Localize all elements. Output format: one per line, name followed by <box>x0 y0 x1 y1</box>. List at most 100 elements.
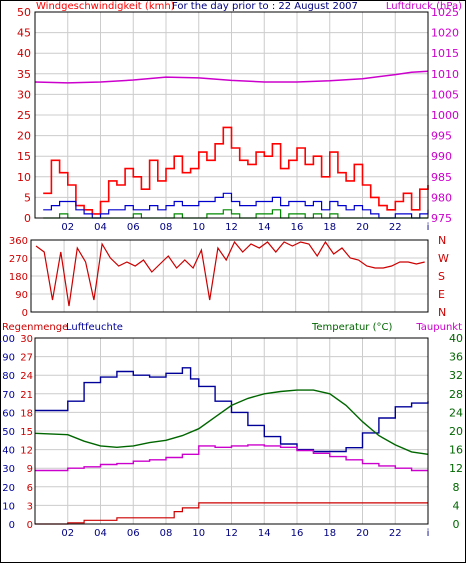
humidity-axis-label: Luftfeuchte <box>66 322 123 333</box>
direction-compass-tick-label: S <box>438 270 445 283</box>
humidity-tick-label: 30 <box>2 464 15 475</box>
wind-speed-axis: 0 5 10 15 20 25 30 35 40 45 50 <box>17 6 31 225</box>
rain-tick-label: 15 <box>20 427 33 438</box>
wind-speed-tick-label: 20 <box>17 130 31 143</box>
direction-series-line <box>35 240 425 307</box>
temperature-tick-label: 24 <box>449 406 463 419</box>
humidity-temperature-grid <box>35 338 429 524</box>
rain-tick-label: 24 <box>20 371 33 382</box>
time-tick-label: 10 <box>192 528 205 539</box>
time-tick-label: 22 <box>389 528 402 539</box>
chart-title: For the day prior to : 22 August 2007 <box>172 1 358 12</box>
rain-axis-label: Regenmenge <box>2 322 68 333</box>
time-tick-label: i <box>427 222 430 233</box>
wind-pressure-grid <box>35 12 429 218</box>
rain-tick-label: 18 <box>20 408 33 419</box>
pressure-tick-label: 1020 <box>431 27 459 40</box>
time-tick-label: 02 <box>61 528 74 539</box>
rain-tick-label: 6 <box>27 483 33 494</box>
time-tick-label: 20 <box>356 528 369 539</box>
time-tick-label: 18 <box>323 528 336 539</box>
pressure-tick-label: 1025 <box>431 6 459 19</box>
wind-speed-tick-label: 45 <box>17 27 31 40</box>
time-tick-label: 04 <box>94 222 107 233</box>
pressure-tick-label: 995 <box>431 130 452 143</box>
pressure-tick-label: 1010 <box>431 68 459 81</box>
pressure-tick-label: 1015 <box>431 47 459 60</box>
wind-speed-tick-label: 15 <box>17 150 31 163</box>
pressure-tick-label: 990 <box>431 150 452 163</box>
rain-tick-label: 21 <box>20 390 33 401</box>
humidity-tick-label: 20 <box>2 483 15 494</box>
temperature-tick-label: 36 <box>449 351 463 364</box>
time-tick-label: 16 <box>291 222 304 233</box>
wind-speed-tick-label: 0 <box>24 212 31 225</box>
gust-series-line <box>43 192 429 219</box>
humidity-tick-label: 70 <box>2 390 15 401</box>
time-tick-label: 22 <box>389 222 402 233</box>
direction-plot-frame <box>30 239 429 313</box>
humidity-tick-label: 100 <box>0 334 15 345</box>
time-tick-label: 10 <box>192 222 205 233</box>
pressure-tick-label: 975 <box>431 212 452 225</box>
rain-tick-label: 27 <box>20 353 33 364</box>
direction-degree-tick-label: 90 <box>15 290 28 301</box>
humidity-temperature-plot-frame <box>34 337 429 525</box>
temperature-tick-label: 8 <box>453 481 460 494</box>
rain-tick-label: 9 <box>27 464 33 475</box>
time-tick-label: 14 <box>258 222 271 233</box>
temperature-tick-label: 16 <box>449 444 463 457</box>
direction-series <box>35 240 425 307</box>
temperature-series-line <box>34 389 429 455</box>
time-tick-label: 12 <box>225 222 238 233</box>
temperature-tick-label: 4 <box>453 499 460 512</box>
time-tick-label: 06 <box>127 528 140 539</box>
time-tick-label: 08 <box>160 222 173 233</box>
humidity-tick-label: 10 <box>2 501 15 512</box>
temperature-tick-label: 32 <box>449 369 463 382</box>
wind-speed-tick-label: 35 <box>17 68 31 81</box>
pressure-tick-label: 1005 <box>431 88 459 101</box>
humidity-tick-label: 80 <box>2 371 15 382</box>
direction-compass-tick-label: N <box>438 306 446 319</box>
direction-compass-tick-label: W <box>438 252 449 265</box>
rain-tick-label: 30 <box>20 334 33 345</box>
humidity-axis: 0 10 20 30 40 50 60 70 80 90 100 <box>0 334 15 531</box>
pressure-axis: 975 980 985 990 995 1000 1005 1010 1015 1020 1025 <box>431 6 459 225</box>
temperature-tick-label: 20 <box>449 425 463 438</box>
wind-series-line <box>43 126 429 215</box>
rain-tick-label: 12 <box>20 446 33 457</box>
rain-series-line <box>35 502 428 525</box>
humidity-temperature-series <box>34 367 429 525</box>
time-tick-label: 12 <box>225 528 238 539</box>
time-tick-label: 08 <box>160 528 173 539</box>
wind-speed-tick-label: 50 <box>17 6 31 19</box>
wind-speed-tick-label: 40 <box>17 47 31 60</box>
direction-degree-tick-label: 0 <box>22 308 28 319</box>
temperature-tick-label: 12 <box>449 462 463 475</box>
rain-axis: 0 3 6 9 12 15 18 21 24 27 30 <box>20 334 33 531</box>
pressure-tick-label: 980 <box>431 191 452 204</box>
humidity-tick-label: 40 <box>2 446 15 457</box>
humidity-temperature-time-axis: 02 04 06 08 10 12 14 16 18 20 22 i <box>61 528 429 539</box>
time-tick-label: 14 <box>258 528 271 539</box>
pressure-axis-label: Luftdruck (hPa) <box>386 1 462 12</box>
humidity-series-line <box>35 367 429 453</box>
direction-degree-tick-label: 270 <box>9 254 28 265</box>
time-tick-label: i <box>427 528 430 539</box>
direction-degree-axis: 0 90 180 270 360 <box>9 236 28 319</box>
wind-pressure-time-axis: 02 04 06 08 10 12 14 16 18 20 22 i <box>61 222 429 233</box>
wind-speed-tick-label: 10 <box>17 171 31 184</box>
dewpoint-series-line <box>35 444 428 472</box>
direction-grid <box>31 240 429 312</box>
humidity-tick-label: 0 <box>9 520 15 531</box>
direction-degree-tick-label: 360 <box>9 236 28 247</box>
humidity-tick-label: 60 <box>2 408 15 419</box>
temperature-tick-label: 40 <box>449 332 463 345</box>
rain-tick-label: 0 <box>27 520 33 531</box>
rain-tick-label: 3 <box>27 501 33 512</box>
wind-pressure-plot-frame <box>34 11 429 219</box>
